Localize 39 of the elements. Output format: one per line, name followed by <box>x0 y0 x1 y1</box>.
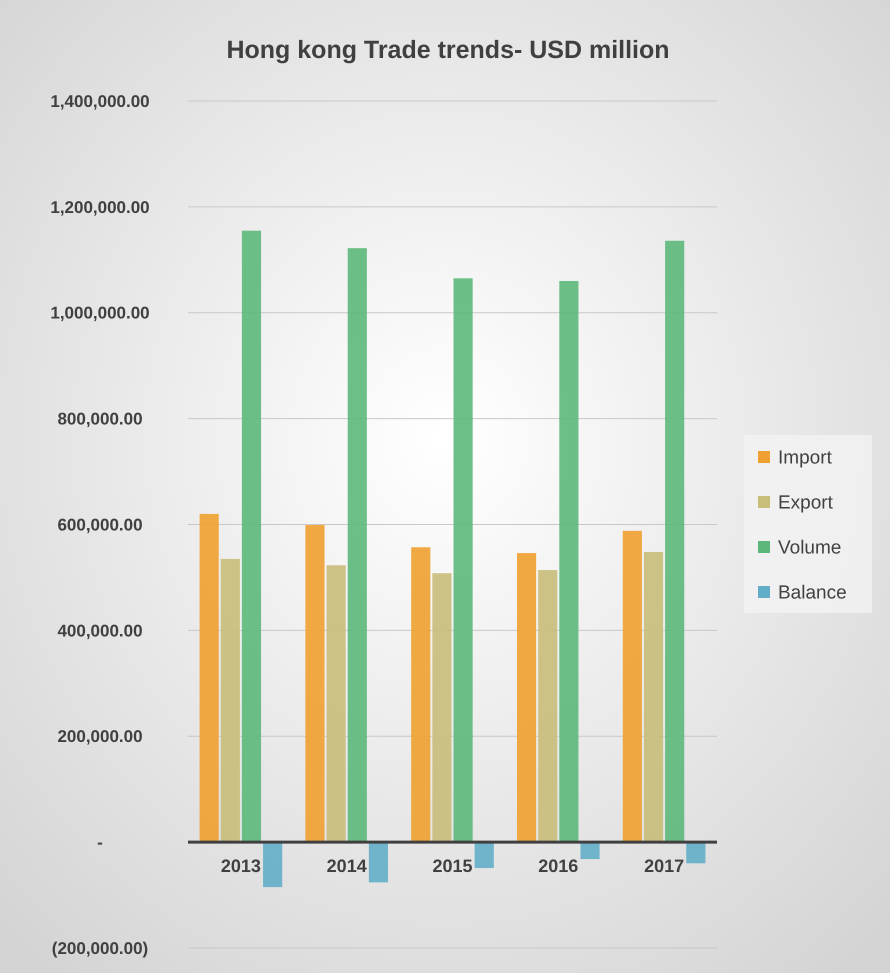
bar <box>263 842 282 888</box>
y-tick-label: 400,000.00 <box>57 621 143 640</box>
bar <box>220 558 240 842</box>
bar <box>368 842 388 882</box>
x-tick-label: 2013 <box>220 856 261 876</box>
bar <box>559 280 578 842</box>
legend-label: Volume <box>778 538 842 559</box>
y-tick-label: 800,000.00 <box>57 410 143 429</box>
bar <box>686 842 706 864</box>
bar <box>432 573 452 842</box>
x-tick-label: 2014 <box>326 856 367 876</box>
y-tick-label: 1,200,000.00 <box>50 198 150 217</box>
legend-label: Import <box>778 448 833 469</box>
y-tick-label: 1,000,000.00 <box>50 304 150 323</box>
y-tick-label: (200,000.00) <box>52 938 148 958</box>
bar <box>200 514 219 842</box>
chart-title: Hong kong Trade trends- USD million <box>226 36 670 64</box>
bar <box>242 230 262 842</box>
y-tick-label: 200,000.00 <box>57 727 143 746</box>
x-tick-label: 2016 <box>538 856 578 876</box>
y-tick-label: 600,000.00 <box>57 515 143 534</box>
bar <box>305 525 325 842</box>
bar <box>411 547 430 842</box>
bar <box>516 553 536 842</box>
y-tick-label: 1,400,000.00 <box>50 92 150 111</box>
legend-label: Export <box>778 492 834 514</box>
legend-label: Balance <box>778 582 847 604</box>
bar <box>665 240 684 842</box>
bar <box>326 565 346 842</box>
x-tick-label: 2015 <box>432 856 473 876</box>
bar <box>348 248 367 842</box>
bar <box>474 842 494 868</box>
bar <box>580 842 600 860</box>
bar <box>454 278 473 842</box>
y-tick-label: - <box>97 833 103 852</box>
x-tick-label: 2017 <box>644 856 684 876</box>
bar <box>538 570 558 842</box>
bar <box>644 552 664 842</box>
bar <box>622 530 642 842</box>
